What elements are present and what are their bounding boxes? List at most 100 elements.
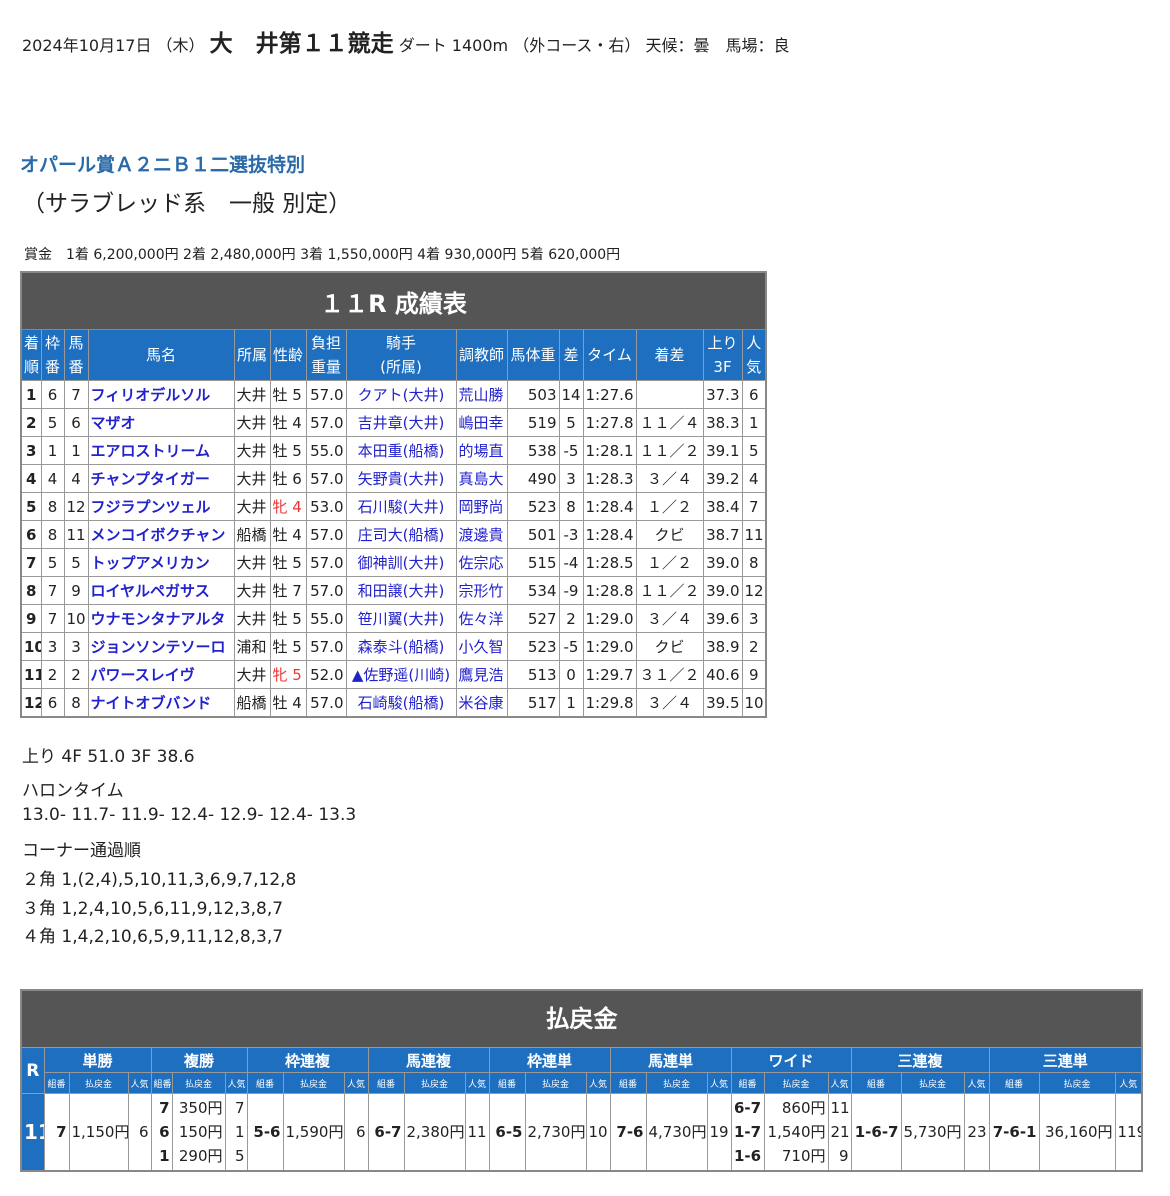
- sub-header-pop: 人気: [127, 1072, 152, 1094]
- last-3f-cell: 39.1: [702, 436, 743, 465]
- affiliation-cell: 大井: [233, 436, 271, 465]
- jockey-cell[interactable]: 矢野貴(大井): [345, 464, 457, 493]
- popularity-cell: 2: [741, 632, 767, 661]
- horse-number-cell: 8: [63, 688, 89, 718]
- combo-cell: 1-6-7: [850, 1093, 902, 1172]
- margin-cell: ３／４: [635, 604, 704, 633]
- trainer-cell[interactable]: 嶋田幸: [455, 408, 508, 437]
- trainer-cell[interactable]: 荒山勝: [455, 380, 508, 409]
- sub-header-pop: 人気: [963, 1072, 990, 1094]
- jockey-cell[interactable]: 本田重(船橋): [345, 436, 457, 465]
- jockey-cell[interactable]: 森泰斗(船橋): [345, 632, 457, 661]
- margin-cell: [635, 380, 704, 409]
- last-3f-cell: 39.6: [702, 604, 743, 633]
- trainer-cell[interactable]: 佐宗応: [455, 548, 508, 577]
- time-cell: 1:28.8: [582, 576, 637, 605]
- time-cell: 1:29.0: [582, 632, 637, 661]
- time-cell: 1:29.0: [582, 604, 637, 633]
- rank-cell: 9: [20, 604, 42, 633]
- combo-value: 6: [159, 1123, 170, 1141]
- sex-age-cell: 牡 4: [269, 688, 307, 718]
- trainer-cell[interactable]: 的場直: [455, 436, 508, 465]
- body-weight-cell: 513: [506, 660, 560, 689]
- rank-cell: 5: [20, 492, 42, 521]
- last-3f-cell: 38.4: [702, 492, 743, 521]
- weight-diff-cell: -5: [558, 632, 584, 661]
- trainer-cell[interactable]: 宗形竹: [455, 576, 508, 605]
- rank-cell: 2: [20, 408, 42, 437]
- sub-header-combo: 組番: [730, 1072, 765, 1094]
- rank-cell: 3: [20, 436, 42, 465]
- margin-cell: １１／２: [635, 576, 704, 605]
- horse-number-cell: 4: [63, 464, 89, 493]
- jockey-cell[interactable]: ▲佐野遥(川崎): [345, 660, 457, 689]
- horse-name-cell[interactable]: チャンプタイガー: [87, 464, 235, 493]
- pay-value: 290円: [178, 1147, 223, 1165]
- popularity-cell: 6: [741, 380, 767, 409]
- column-header: 着順: [20, 329, 42, 381]
- horse-name-cell[interactable]: ウナモンタナアルタ: [87, 604, 235, 633]
- trainer-cell[interactable]: 真島大: [455, 464, 508, 493]
- sex-age-cell: 牡 5: [269, 604, 307, 633]
- weight-diff-cell: 14: [558, 380, 584, 409]
- trainer-cell[interactable]: 鷹見浩: [455, 660, 508, 689]
- pop-cell: 11 21 9: [827, 1093, 852, 1172]
- weight-carried-cell: 53.0: [305, 492, 347, 521]
- column-header: 枠番: [40, 329, 65, 381]
- jockey-cell[interactable]: クアト(大井): [345, 380, 457, 409]
- pop-cell: 10: [585, 1093, 611, 1172]
- pop-cell: 23: [963, 1093, 990, 1172]
- pop-value: 10: [588, 1123, 608, 1141]
- jockey-cell[interactable]: 吉井章(大井): [345, 408, 457, 437]
- payout-title: 払戻金: [20, 989, 1143, 1048]
- trainer-cell[interactable]: 渡邊貴: [455, 520, 508, 549]
- horse-name-cell[interactable]: ナイトオブバンド: [87, 688, 235, 718]
- jockey-cell[interactable]: 石崎駿(船橋): [345, 688, 457, 718]
- bet-type-header: 馬連単: [609, 1047, 732, 1073]
- combo-value: 6-7: [733, 1099, 762, 1117]
- horse-name-cell[interactable]: フィリオデルソル: [87, 380, 235, 409]
- jockey-cell[interactable]: 庄司大(船橋): [345, 520, 457, 549]
- margin-cell: １／２: [635, 492, 704, 521]
- horse-name-cell[interactable]: エアロストリーム: [87, 436, 235, 465]
- horse-name-cell[interactable]: トップアメリカン: [87, 548, 235, 577]
- horse-name-cell[interactable]: ロイヤルペガサス: [87, 576, 235, 605]
- trainer-cell[interactable]: 岡野尚: [455, 492, 508, 521]
- weight-carried-cell: 57.0: [305, 576, 347, 605]
- horse-name-cell[interactable]: ジョンソンテソーロ: [87, 632, 235, 661]
- pay-value: 710円: [781, 1147, 826, 1165]
- sub-header-pop: 人気: [827, 1072, 852, 1094]
- combo-value: 1-6: [733, 1147, 762, 1165]
- body-weight-cell: 503: [506, 380, 560, 409]
- pay-value: 1,150円: [71, 1123, 128, 1141]
- horse-name-cell[interactable]: フジラプンツェル: [87, 492, 235, 521]
- pop-value: 5: [234, 1147, 245, 1165]
- prize-money: 賞金 1着 6,200,000円 2着 2,480,000円 3着 1,550,…: [24, 247, 621, 263]
- table-row: 8 7 9 ロイヤルペガサス 大井牡 7 57.0 和田譲(大井) 宗形竹 534 -9 1:28.…: [20, 576, 767, 605]
- results-title: １１R 成績表: [20, 271, 767, 330]
- trainer-cell[interactable]: 小久智: [455, 632, 508, 661]
- sub-header-pop: 人気: [464, 1072, 490, 1094]
- jockey-cell[interactable]: 笹川翼(大井): [345, 604, 457, 633]
- weight-carried-cell: 57.0: [305, 464, 347, 493]
- jockey-cell[interactable]: 和田譲(大井): [345, 576, 457, 605]
- trainer-cell[interactable]: 米谷康: [455, 688, 508, 718]
- margin-cell: ３１／２: [635, 660, 704, 689]
- pop-value: 119: [1117, 1123, 1142, 1141]
- popularity-cell: 8: [741, 548, 767, 577]
- jockey-cell[interactable]: 御神訓(大井): [345, 548, 457, 577]
- pay-cell: 2,380円: [403, 1093, 466, 1172]
- combo-value: 7-6-1: [992, 1123, 1037, 1141]
- pay-cell: 2,730円: [524, 1093, 587, 1172]
- race-header: 2024年10月17日 （木） 大 井第１１競走 ダート 1400m （外コース…: [22, 24, 789, 58]
- pay-cell: 1,590円: [282, 1093, 345, 1172]
- horse-name-cell[interactable]: メンコイボクチャン: [87, 520, 235, 549]
- jockey-cell[interactable]: 石川駿(大井): [345, 492, 457, 521]
- weight-carried-cell: 55.0: [305, 604, 347, 633]
- payout-table: 払戻金 R 単勝 複勝 枠連複 馬連複 枠連単 馬連単 ワイド 三連複 三連単 組番 払戻金 人気 組番…: [20, 989, 1144, 1172]
- horse-name-cell[interactable]: パワースレイヴ: [87, 660, 235, 689]
- time-cell: 1:27.6: [582, 380, 637, 409]
- trainer-cell[interactable]: 佐々洋: [455, 604, 508, 633]
- horse-name-cell[interactable]: マザオ: [87, 408, 235, 437]
- pop-value: 7: [234, 1099, 245, 1117]
